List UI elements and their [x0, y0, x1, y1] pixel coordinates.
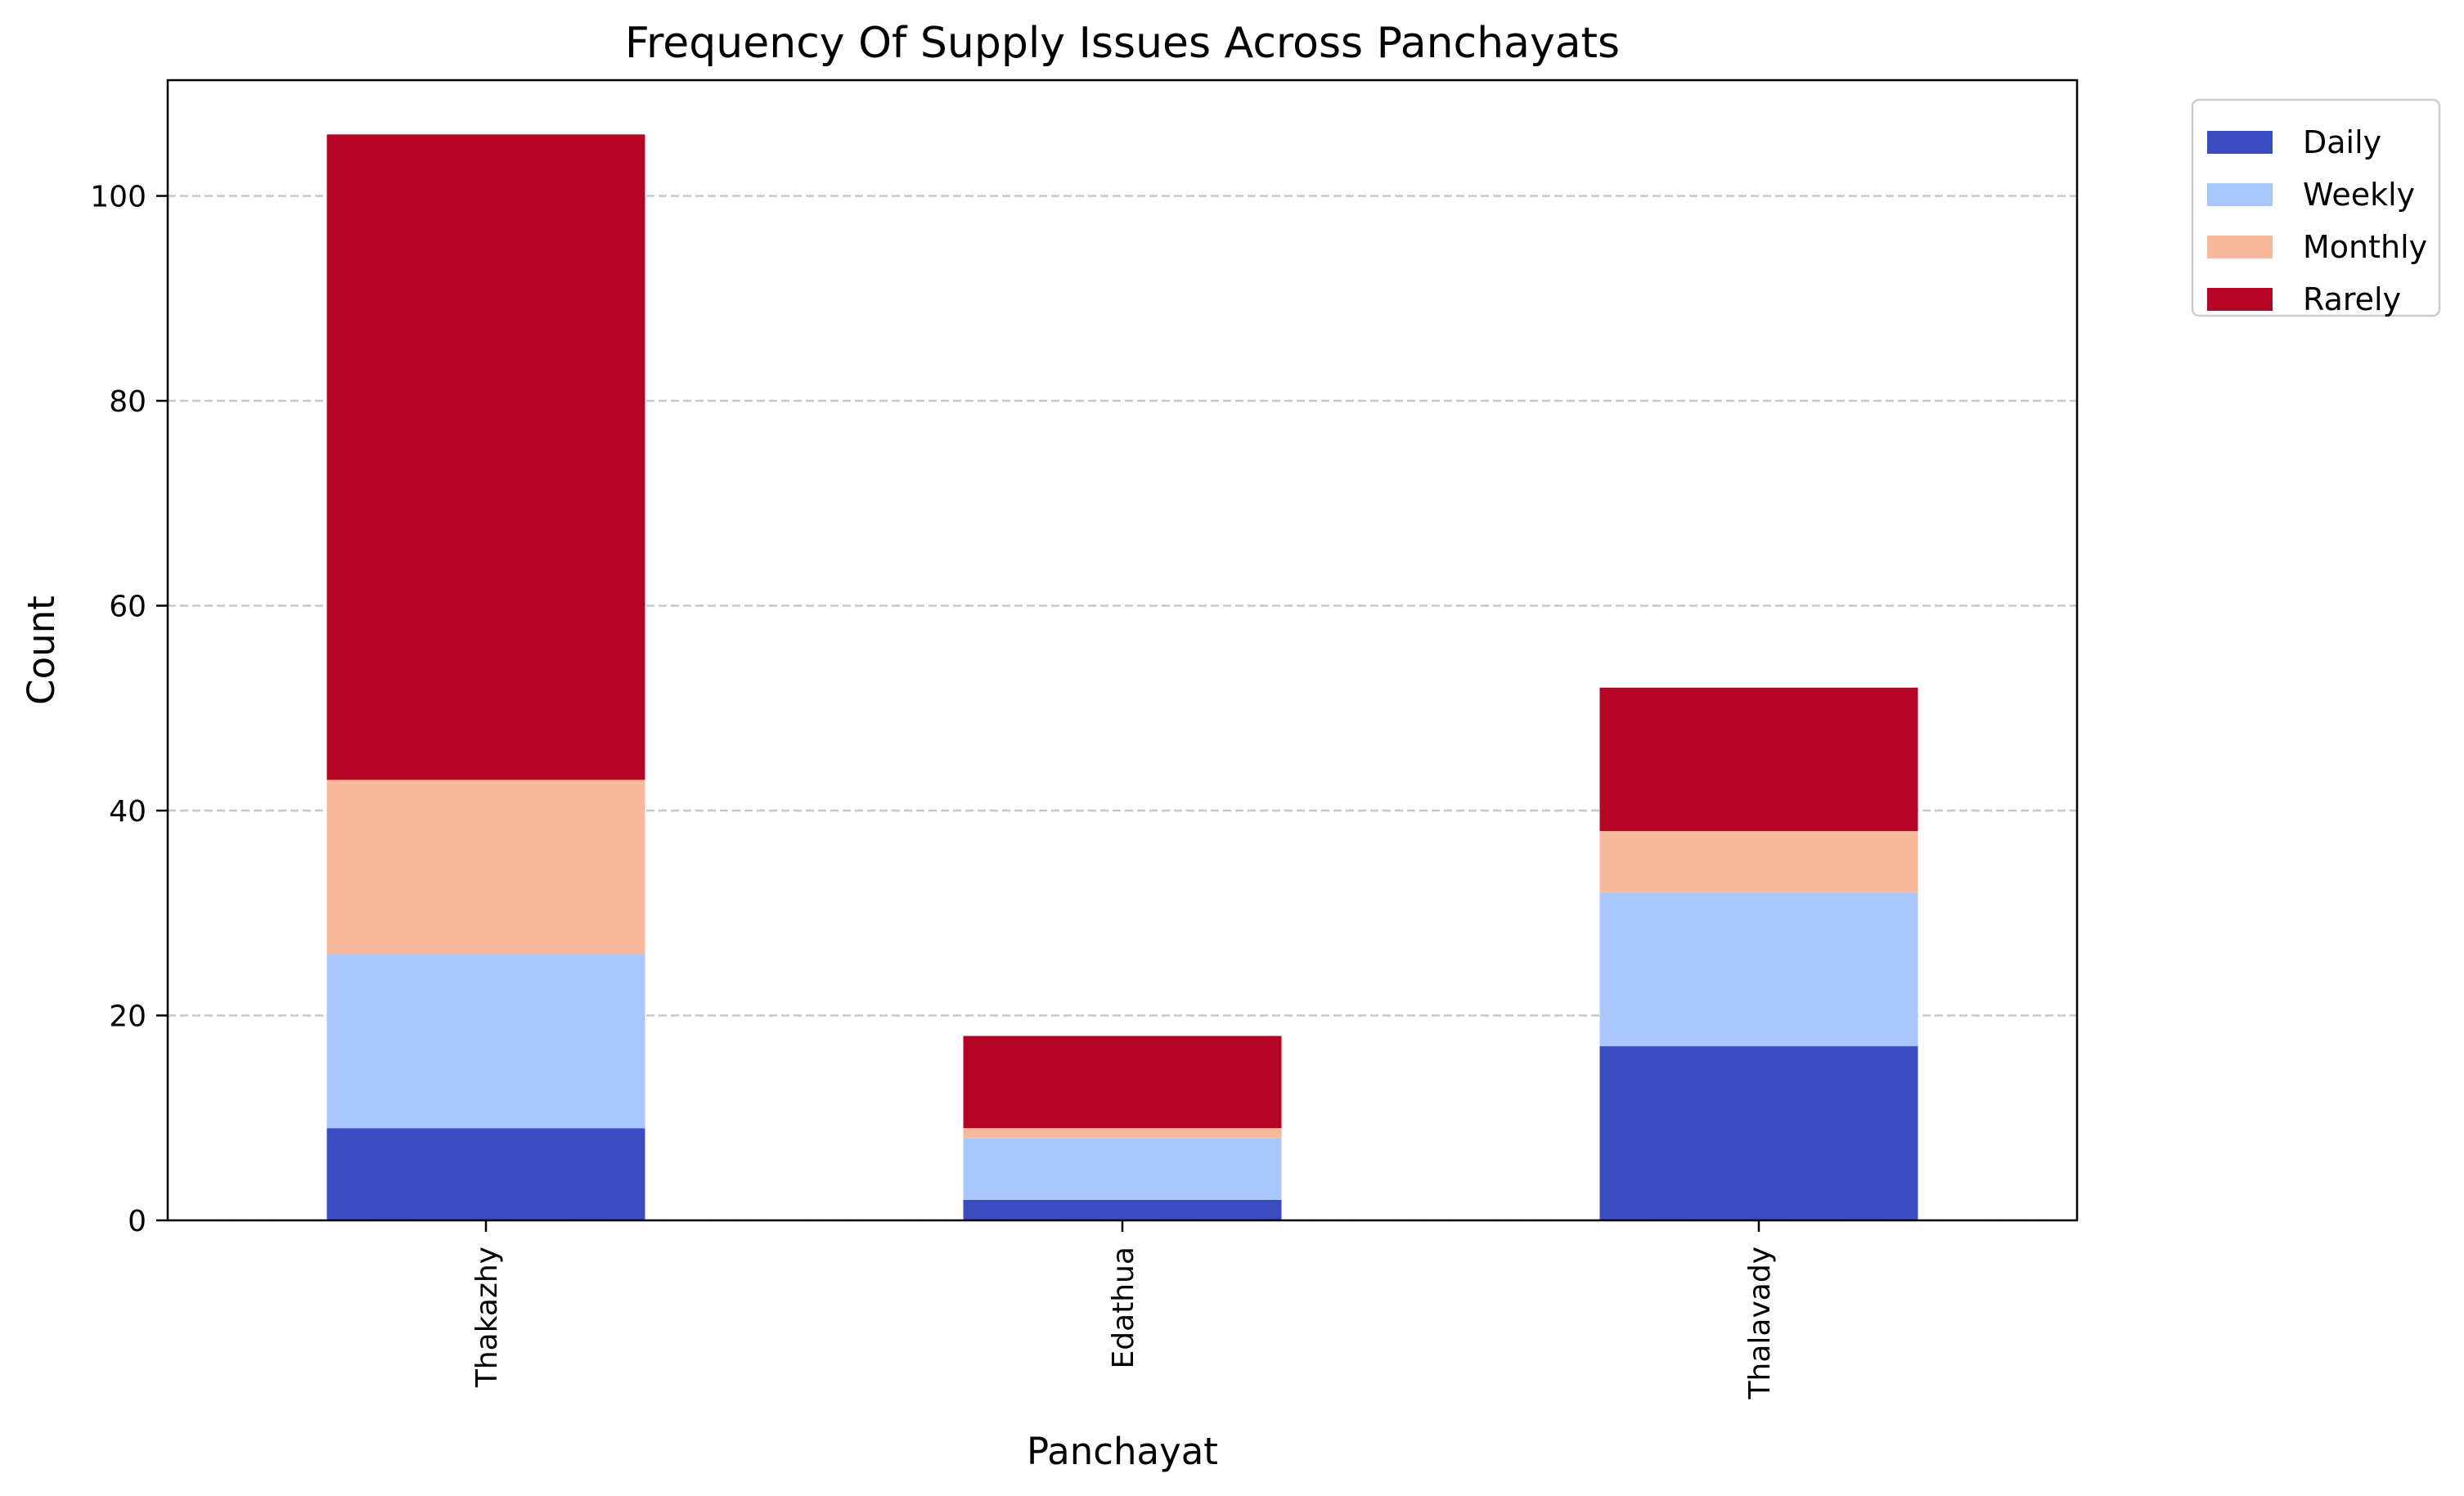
x-tick-label: Thakazhy	[470, 1247, 504, 1388]
legend-label-monthly: Monthly	[2303, 229, 2427, 265]
y-tick-label: 100	[90, 181, 146, 214]
bar-weekly-thakazhy	[326, 954, 645, 1129]
x-axis-label: Panchayat	[1027, 1430, 1218, 1473]
bars	[326, 134, 1918, 1220]
bar-rarely-thakazhy	[326, 134, 645, 780]
bar-rarely-thalavady	[1599, 687, 1918, 832]
x-axis: Thakazhy Edathua Thalavady	[470, 1220, 1777, 1399]
legend-label-weekly: Weekly	[2303, 177, 2415, 213]
x-tick-label: Thalavady	[1743, 1247, 1777, 1399]
legend-label-daily: Daily	[2303, 124, 2381, 160]
bar-monthly-thakazhy	[326, 779, 645, 955]
legend: Daily Weekly Monthly Rarely	[2191, 98, 2441, 317]
bar-monthly-edathua	[963, 1128, 1282, 1139]
y-tick-label: 20	[109, 1000, 146, 1034]
bar-monthly-thalavady	[1599, 831, 1918, 893]
bar-daily-thakazhy	[326, 1128, 645, 1220]
legend-label-rarely: Rarely	[2303, 281, 2401, 317]
bar-weekly-edathua	[963, 1138, 1282, 1200]
legend-swatch-rarely	[2207, 288, 2273, 311]
chart-title: Frequency Of Supply Issues Across Pancha…	[625, 19, 1620, 68]
legend-swatch-weekly	[2207, 183, 2273, 206]
legend-swatch-daily	[2207, 131, 2273, 154]
x-tick-label: Edathua	[1107, 1247, 1140, 1368]
y-tick-label: 0	[128, 1205, 146, 1238]
y-axis: 0 20 40 60 80 100	[90, 181, 168, 1238]
bar-weekly-thalavady	[1599, 892, 1918, 1047]
y-axis-label: Count	[20, 595, 63, 705]
bar-rarely-edathua	[963, 1036, 1282, 1129]
y-tick-label: 80	[109, 385, 146, 419]
bar-daily-edathua	[963, 1199, 1282, 1220]
legend-swatch-monthly	[2207, 236, 2273, 258]
y-tick-label: 40	[109, 795, 146, 829]
bar-daily-thalavady	[1599, 1046, 1918, 1220]
y-tick-label: 60	[109, 591, 146, 624]
